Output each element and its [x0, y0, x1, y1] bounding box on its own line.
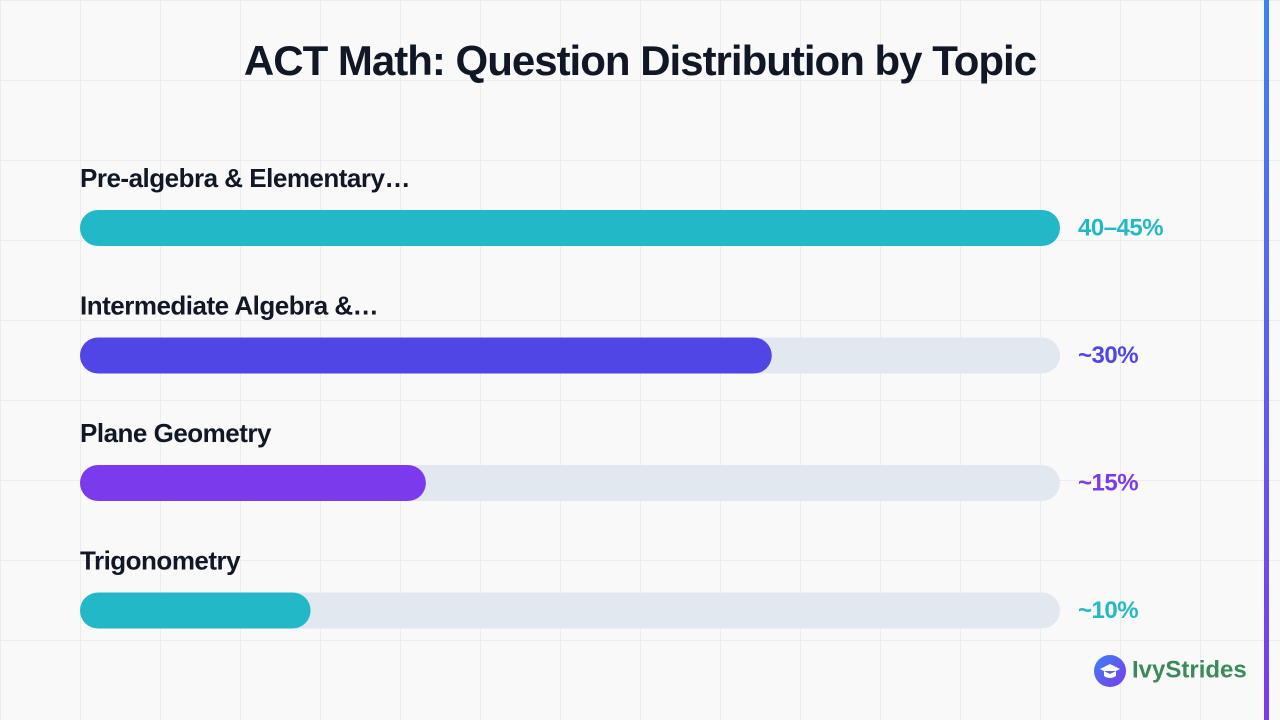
category-label: Plane Geometry: [80, 418, 272, 448]
category-label: Trigonometry: [80, 545, 241, 575]
bar: [80, 465, 426, 501]
bar: [80, 337, 772, 374]
brand-name: IvyStrides: [1132, 656, 1247, 683]
value-label: ~30%: [1078, 342, 1138, 369]
value-label: ~10%: [1078, 597, 1138, 624]
bar: [80, 592, 311, 629]
value-label: 40–45%: [1078, 214, 1163, 241]
track: [80, 592, 1060, 629]
category-label: Pre-algebra & Elementary…: [80, 163, 410, 193]
value-label: ~15%: [1078, 469, 1138, 496]
category-label: Intermediate Algebra &…: [80, 290, 378, 320]
edge-stripe: [1264, 0, 1269, 720]
brand-logo: IvyStrides: [1094, 655, 1247, 687]
bar: [80, 210, 1060, 246]
logo-cap: [1100, 664, 1120, 678]
chart-title: ACT Math: Question Distribution by Topic: [244, 37, 1037, 84]
